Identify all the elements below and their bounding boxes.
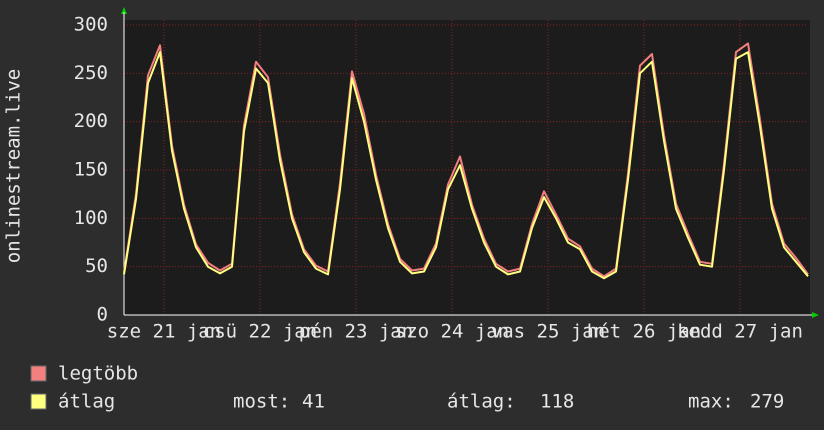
- x-axis-arrow: [812, 312, 819, 318]
- y-tick-label: 100: [74, 207, 108, 229]
- series-line: [123, 51, 809, 280]
- stat-label: most:: [233, 391, 290, 413]
- y-tick-label: 250: [74, 62, 108, 84]
- y-tick-label: 150: [74, 159, 108, 181]
- x-tick-label: pén 23 jan: [299, 321, 413, 343]
- legend: legtöbb átlag most: 41 átlag: 118 max: 279: [30, 363, 784, 413]
- x-tick-label: sze 21 jan: [107, 321, 221, 343]
- x-tick-label: csü 22 jan: [203, 321, 317, 343]
- legend-swatch: [30, 393, 47, 410]
- x-tick-label: hét 26 jan: [587, 321, 701, 343]
- y-tick-label: 300: [74, 14, 108, 36]
- x-tick-label: szo 24 jan: [395, 321, 509, 343]
- y-tick-label: 200: [74, 110, 108, 132]
- y-tick-label: 0: [97, 304, 108, 326]
- y-tick-label: 50: [85, 255, 108, 277]
- stat-label: max:: [688, 391, 734, 413]
- legend-label: átlag: [58, 391, 115, 413]
- stat-value: 41: [302, 391, 325, 413]
- stat-value: 118: [540, 391, 574, 413]
- plot-area: [124, 20, 810, 315]
- stat-label: átlag:: [447, 391, 516, 413]
- x-tick-label: vas 25 jan: [491, 321, 605, 343]
- stat-value: 279: [750, 391, 784, 413]
- x-tick-label: kedd 27 jan: [677, 321, 803, 343]
- y-axis-label: onlinestream.live: [3, 69, 25, 263]
- y-axis-arrow: [121, 7, 127, 14]
- legend-label: legtöbb: [58, 363, 138, 385]
- legend-swatch: [30, 365, 47, 382]
